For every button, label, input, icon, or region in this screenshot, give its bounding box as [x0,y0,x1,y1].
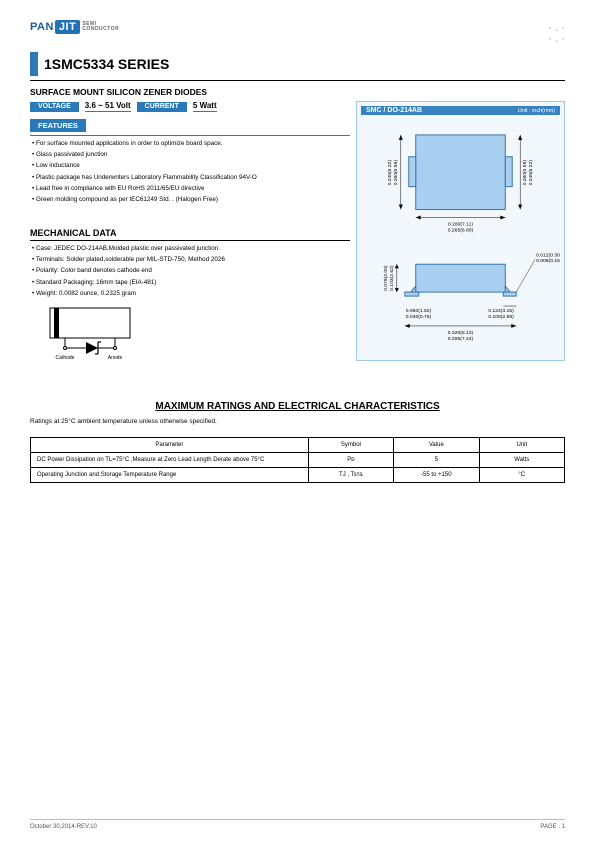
decorative-dots: ⠂⠄⠂⠂⠄⠂ [548,24,567,46]
package-header: SMC / DO-214AB Unit : inch(mm) [361,106,560,115]
cell-symbol: TJ , Tsᴛɢ [308,467,393,482]
cell-symbol: Pᴅ [308,452,393,467]
svg-text:0.106(2.69): 0.106(2.69) [488,314,514,320]
page-footer: October 30,2014-REV.10 PAGE . 1 [30,819,565,830]
cathode-label: Cathode [56,355,75,361]
cell-param: DC Power Dissipation on TL=75°C ,Measure… [31,452,309,467]
mechdata-item: Weight: 0.0082 ounce, 0.2325 gram [32,290,350,298]
feature-item: Green molding compound as per IEC61249 S… [32,196,350,204]
logo-sub: SEMI CONDUCTOR [82,22,119,33]
cell-value: -55 to +150 [394,467,479,482]
logo-right: JIT [55,20,80,34]
left-column: VOLTAGE 3.6 ~ 51 Volt CURRENT 5 Watt FEA… [30,101,350,363]
page-title: 1SMC5334 SERIES [30,52,565,76]
footer-rev: October 30,2014-REV.10 [30,824,97,830]
feature-item: Lead free in compliance with EU RoHS 201… [32,185,350,193]
table-row: DC Power Dissipation on TL=75°C ,Measure… [31,452,565,467]
col-unit: Unit [479,437,564,452]
package-svg: 0.280(5.59) 0.245(6.22) 0.280(5.59) 0.24… [361,115,560,354]
diode-symbol: Cathode Anode [30,306,350,363]
feature-item: Glass passivated junction [32,151,350,159]
mechdata-item: Terminals: Solder plated,solderable per … [32,256,350,264]
cell-value: 5 [394,452,479,467]
features-header-line: FEATURES [30,117,350,136]
cell-unit: °C [479,467,564,482]
col-symbol: Symbol [308,437,393,452]
mechdata-item: Polarity: Color band denotes cathode end [32,267,350,275]
current-label: CURRENT [137,102,187,112]
ratings-note: Ratings at 25°C ambient temperature unle… [30,418,565,425]
svg-text:0.245(6.22): 0.245(6.22) [387,160,393,186]
svg-text:0.124(3.15): 0.124(3.15) [488,308,514,314]
spec-row: VOLTAGE 3.6 ~ 51 Volt CURRENT 5 Watt [30,101,350,112]
title-block: 1SMC5334 SERIES [30,52,565,81]
anode-label: Anode [108,355,123,361]
feature-item: Low inductance [32,162,350,170]
mechdata-list: Case: JEDEC DO-214AB,Molded plastic over… [30,245,350,298]
mechdata-item: Standard Packaging: 16mm tape (EIA-481) [32,279,350,287]
footer-page: PAGE . 1 [540,824,565,830]
col-parameter: Parameter [31,437,309,452]
brand-logo: PAN JIT SEMI CONDUCTOR [30,20,565,34]
svg-text:0.079(2.00): 0.079(2.00) [383,265,389,291]
table-header-row: Parameter Symbol Value Unit [31,437,565,452]
table-row: Operating Junction and Storage Temperatu… [31,467,565,482]
cell-unit: Watts [479,452,564,467]
svg-text:0.280(7.11): 0.280(7.11) [448,221,473,227]
right-column: SMC / DO-214AB Unit : inch(mm) 0.280(5.5… [356,101,565,363]
ratings-table: Parameter Symbol Value Unit DC Power Dis… [30,437,565,483]
features-list: For surface mounted applications in orde… [30,140,350,204]
logo-left: PAN [30,21,55,33]
package-unit: Unit : inch(mm) [518,107,555,114]
feature-item: Plastic package has Underwriters Laborat… [32,174,350,182]
mechdata-header: MECHANICAL DATA [30,228,350,241]
subtitle: SURFACE MOUNT SILICON ZENER DIODES [30,87,565,97]
voltage-value: 3.6 ~ 51 Volt [85,101,131,112]
svg-text:0.320(8.13): 0.320(8.13) [448,330,474,336]
features-header: FEATURES [30,119,86,132]
svg-text:0.280(5.59): 0.280(5.59) [393,160,399,186]
max-ratings-title: MAXIMUM RATINGS AND ELECTRICAL CHARACTER… [30,401,565,412]
svg-text:0.265(6.80): 0.265(6.80) [448,227,474,233]
svg-text:0.245(6.22): 0.245(6.22) [528,160,534,186]
datasheet-page: PAN JIT SEMI CONDUCTOR ⠂⠄⠂⠂⠄⠂ 1SMC5334 S… [0,0,595,842]
voltage-label: VOLTAGE [30,102,79,112]
svg-text:0.285(7.24): 0.285(7.24) [448,336,474,342]
svg-text:0.006(0.152): 0.006(0.152) [536,258,560,264]
content-columns: VOLTAGE 3.6 ~ 51 Volt CURRENT 5 Watt FEA… [30,101,565,363]
svg-text:0.280(5.59): 0.280(5.59) [522,160,528,186]
svg-text:0.103(2.62): 0.103(2.62) [389,265,395,291]
col-value: Value [394,437,479,452]
feature-item: For surface mounted applications in orde… [32,140,350,148]
svg-text:0.012(0.305): 0.012(0.305) [536,252,560,258]
svg-text:0.030(0.76): 0.030(0.76) [406,314,432,320]
package-title: SMC / DO-214AB [366,107,422,114]
current-value: 5 Watt [193,101,217,112]
package-drawing-box: SMC / DO-214AB Unit : inch(mm) 0.280(5.5… [356,101,565,361]
cell-param: Operating Junction and Storage Temperatu… [31,467,309,482]
svg-text:0.060(1.52): 0.060(1.52) [406,308,432,314]
mechdata-item: Case: JEDEC DO-214AB,Molded plastic over… [32,245,350,253]
